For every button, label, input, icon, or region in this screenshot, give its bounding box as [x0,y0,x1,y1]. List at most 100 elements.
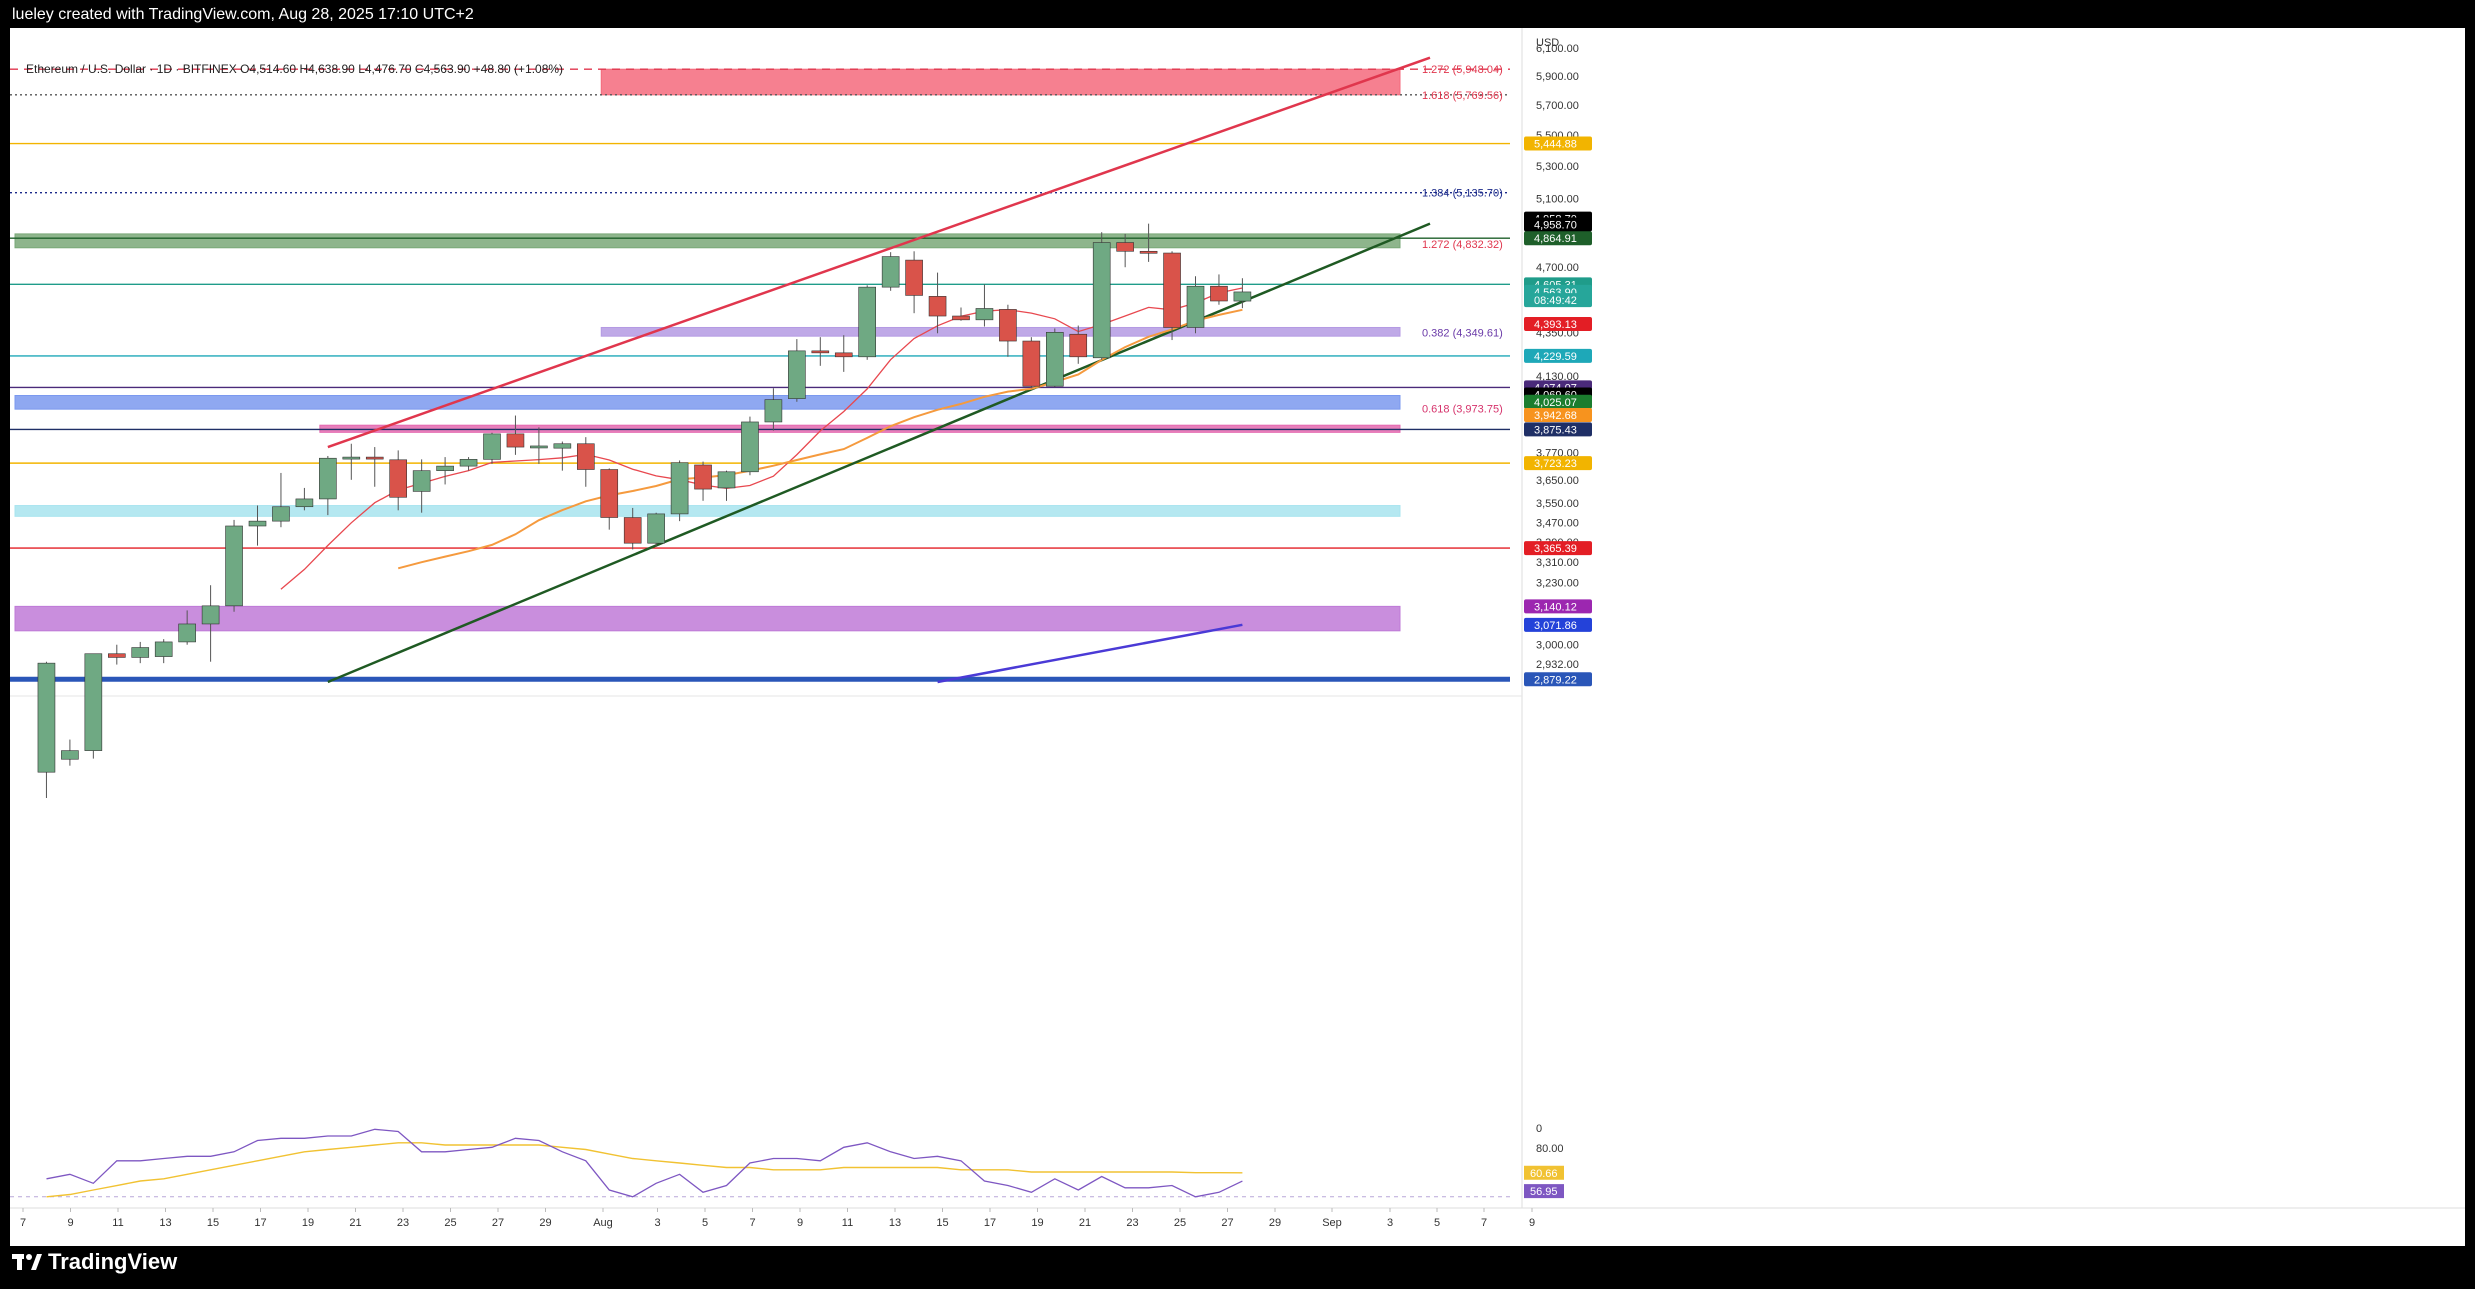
blue-trendline [937,623,1243,684]
ohlc-high: H4,638.90 [299,62,355,76]
tradingview-logo-icon [12,1254,42,1270]
fib-level-label: 1.272 (5,948.04) [1422,64,1503,76]
date-tick-label: 21 [1079,1217,1091,1229]
price-tag [1524,456,1592,471]
osc-signal-tag [1524,1165,1564,1180]
price-tag [1524,136,1592,151]
price-tick-label: 3,470.00 [1536,517,1579,529]
price-tag [1524,541,1592,556]
fib-level-label: 1.384 (5,135.70) [1422,188,1503,200]
candle-body [272,506,290,522]
price-tag [1524,422,1592,437]
price-tag-label: 4,393.13 [1534,319,1577,331]
osc-rsi-value: 56.95 [1530,1186,1558,1198]
date-tick-label: 27 [492,1217,504,1229]
candle-body [389,459,408,498]
candle-body [788,350,806,399]
price-tick-label: 3,230.00 [1536,578,1579,590]
price-tag-label: 4,864.91 [1534,233,1577,245]
osc-tick-label: 0 [1536,1123,1542,1135]
date-tick-label: 25 [1174,1217,1186,1229]
candle-body [834,352,853,358]
candle-body [319,457,337,500]
candle-body [1046,331,1064,387]
candle-body [1186,285,1205,328]
ohlc-open: O4,514.60 [240,62,297,76]
price-tag [1524,672,1592,687]
price-tag-label: 08:49:42 [1534,295,1577,307]
brand-name: TradingView [48,1249,178,1274]
price-tick-label: 4,700.00 [1536,262,1579,274]
price-chart-svg[interactable]: USD6,100.005,900.005,700.005,500.005,300… [10,28,2465,1246]
candle-body [248,520,267,527]
date-tick-label: 9 [1529,1217,1535,1229]
date-tick-label: 5 [702,1217,708,1229]
date-tick-label: 25 [444,1217,456,1229]
date-tick-label: 29 [1269,1217,1281,1229]
price-tick-label: 3,310.00 [1536,557,1579,569]
price-tick-label: 5,300.00 [1536,161,1579,173]
date-tick-label: 27 [1221,1217,1233,1229]
price-tag-label: 3,140.12 [1534,601,1577,613]
candle-body [764,399,783,423]
date-tick-label: Aug [593,1217,613,1229]
candle-body [295,498,314,508]
date-tick-label: 5 [1434,1217,1440,1229]
ohlc-low: L4,476.70 [358,62,412,76]
candle-body [1210,285,1228,302]
candle-body [436,465,454,471]
candle-body [975,308,994,321]
date-tick-label: 11 [112,1217,123,1229]
price-tag [1524,407,1592,422]
date-tick-label: 23 [397,1217,409,1229]
candle-body [623,517,642,544]
author-credit: lueley created with TradingView.com, Aug… [12,6,474,23]
date-tick-label: 19 [302,1217,314,1229]
date-tick-label: 15 [936,1217,948,1229]
red-target-zone [600,68,1401,96]
date-tick-label: 7 [20,1217,26,1229]
price-tag-label: 3,942.68 [1534,410,1577,422]
price-tag-label: 3,875.43 [1534,424,1577,436]
price-tag-label: 4,229.59 [1534,351,1577,363]
candle-body [1233,291,1252,302]
fib-level-label: 1.272 (4,832.32) [1422,239,1503,251]
date-tick-label: 17 [984,1217,996,1229]
date-tick-label: 7 [1481,1217,1487,1229]
price-tag [1524,293,1592,308]
candle-body [741,421,759,473]
price-tag-label: 3,365.39 [1534,543,1577,555]
red-channel-top [327,56,1431,449]
symbol-title: Ethereum / U.S. Dollar · 1D · BITFINEX [26,62,237,76]
price-tick-label: 6,100.00 [1536,43,1579,55]
price-tag [1524,231,1592,246]
date-tick-label: 3 [654,1217,660,1229]
date-tick-label: 15 [207,1217,219,1229]
short-moving-average [280,287,1243,590]
date-tick-label: 3 [1387,1217,1393,1229]
date-tick-label: 21 [349,1217,361,1229]
ohlc-close: C4,563.90 [414,62,471,76]
candle-body [811,350,830,354]
violet-support-zone [14,605,1401,632]
price-tag [1524,217,1592,232]
candle-body [928,296,947,317]
date-tick-label: 29 [539,1217,551,1229]
price-tick-label: 3,550.00 [1536,498,1579,510]
date-tick-label: 19 [1031,1217,1043,1229]
blue-support-zone [14,395,1401,410]
ohlc-change: +48.80 (+1.08%) [473,62,564,76]
price-tick-label: 5,700.00 [1536,100,1579,112]
currency-label: USD [1536,37,1559,49]
date-tick-label: 17 [254,1217,266,1229]
candle-body [1139,250,1158,254]
candle-body [1022,340,1041,387]
price-tick-label: 2,932.00 [1536,659,1579,671]
tradingview-brand[interactable]: TradingView [12,1249,177,1275]
candle-body [61,750,79,760]
candle-body [154,641,173,657]
candle-body [459,459,478,467]
chart-area[interactable]: USD 6,100.00 5,900.00 5,700.00 5,500.00 5,300… [10,28,2465,1246]
price-tag [1524,617,1592,632]
candle-body [201,605,220,625]
